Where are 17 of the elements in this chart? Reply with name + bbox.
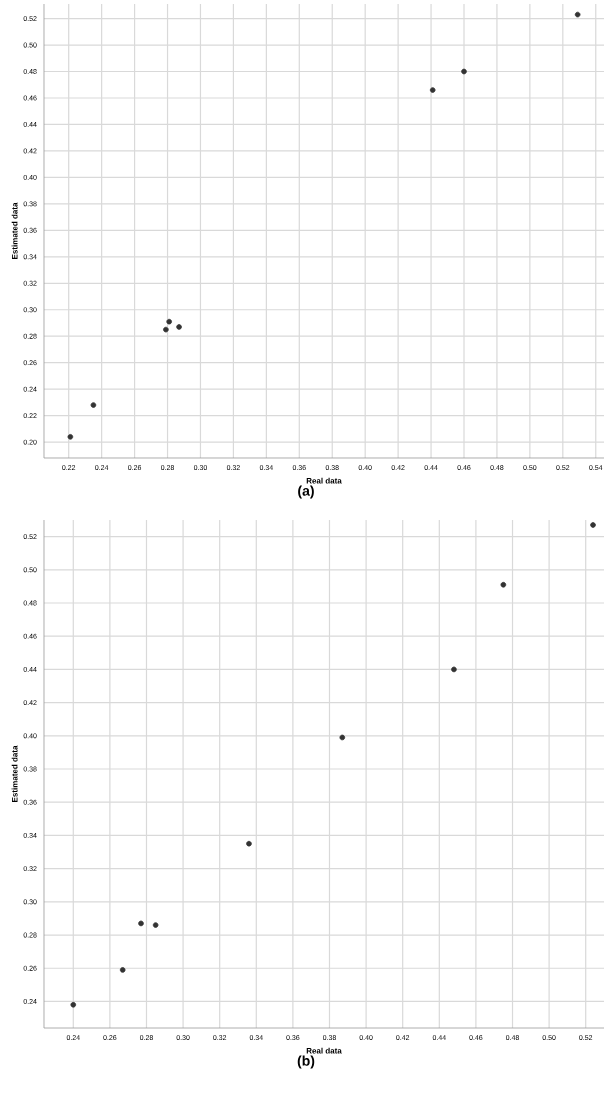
- point: [429, 87, 436, 93]
- point: [574, 11, 581, 18]
- point: [176, 324, 182, 330]
- point: [70, 1001, 77, 1008]
- point: [90, 402, 97, 408]
- point: [461, 68, 467, 75]
- point: [163, 326, 169, 333]
- point: [152, 922, 159, 928]
- point: [138, 920, 144, 927]
- point: [590, 522, 596, 528]
- point: [166, 318, 172, 325]
- point: [451, 666, 457, 673]
- point: [246, 840, 252, 847]
- point: [339, 734, 346, 741]
- point: [67, 434, 74, 440]
- point: [500, 581, 507, 588]
- point: [119, 967, 126, 973]
